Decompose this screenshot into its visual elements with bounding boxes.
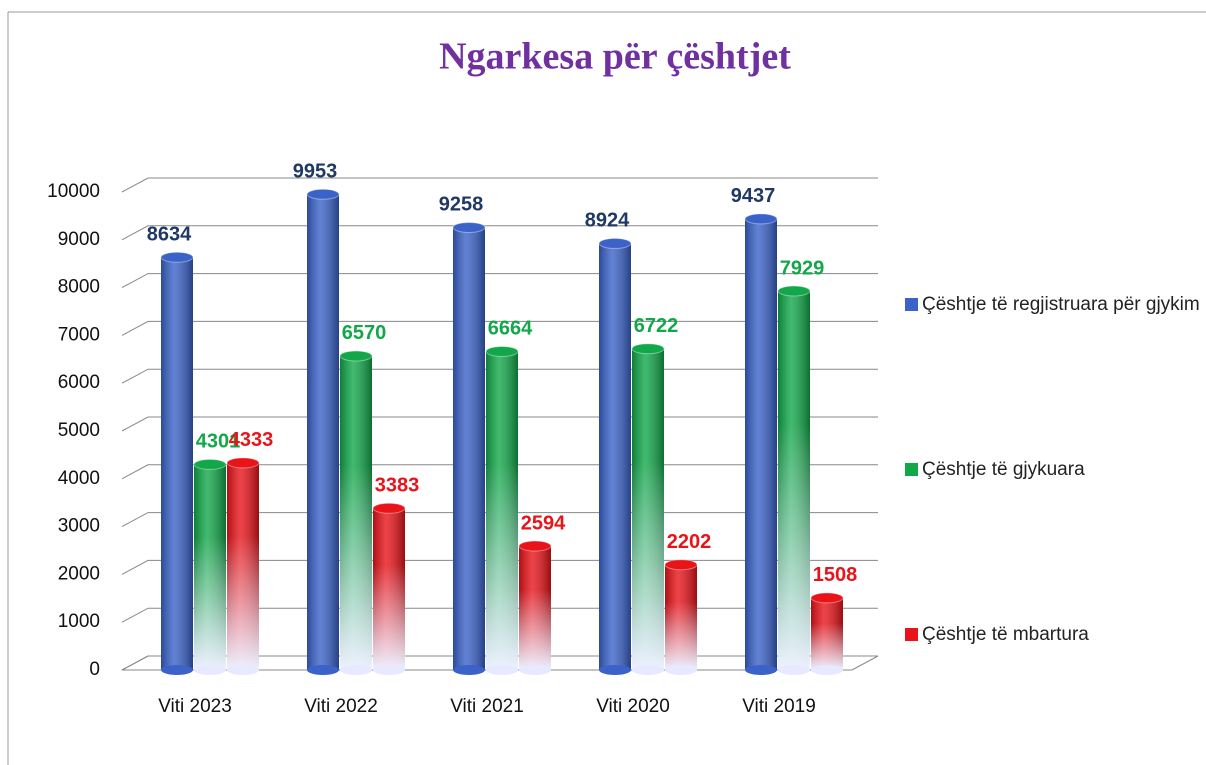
bar-base <box>453 665 485 675</box>
bar-fade <box>665 564 697 670</box>
y-tick-label: 7000 <box>58 324 100 345</box>
bar-fade <box>811 597 843 670</box>
x-tick-label: Viti 2021 <box>450 696 524 717</box>
legend-label: Çështje të gjykuara <box>922 459 1085 480</box>
bar-shade <box>161 257 193 670</box>
y-tick-label: 8000 <box>58 277 100 298</box>
bar-cap <box>518 540 552 552</box>
legend-label: Çështje të regjistruara për gjykim <box>922 294 1200 315</box>
bar-shade <box>307 194 339 671</box>
bar-cap <box>306 188 340 200</box>
x-tick-label: Viti 2020 <box>596 696 670 717</box>
value-label: 6722 <box>634 315 679 337</box>
bar-cap <box>193 458 227 470</box>
bar-base <box>194 665 226 675</box>
bar-cap <box>372 502 406 514</box>
bar-fade <box>632 348 664 670</box>
bar-shade <box>599 243 631 670</box>
bar-base <box>307 665 339 675</box>
grid-line <box>121 273 878 289</box>
y-tick-label: 1000 <box>58 611 100 632</box>
legend-label: Çështje të mbartura <box>922 624 1089 645</box>
y-tick-label: 0 <box>89 659 100 680</box>
value-label: 8924 <box>585 210 630 232</box>
value-label: 9953 <box>293 161 338 183</box>
chart-title: Ngarkesa për çështjet <box>439 36 791 78</box>
bar-cap <box>226 457 260 469</box>
value-label: 4333 <box>229 429 274 451</box>
bar-base <box>340 665 372 675</box>
value-label: 2594 <box>521 512 566 534</box>
value-label: 2202 <box>667 531 712 553</box>
value-label: 4301 <box>196 431 241 453</box>
bar-base <box>519 665 551 675</box>
bar-base <box>599 665 631 675</box>
y-tick-label: 5000 <box>58 420 100 441</box>
legend-swatch <box>905 628 918 641</box>
x-tick-label: Viti 2023 <box>158 696 232 717</box>
value-label: 3383 <box>375 475 420 497</box>
bar-base <box>778 665 810 675</box>
bar-cap <box>485 345 519 357</box>
y-tick-label: 10000 <box>47 181 100 202</box>
y-tick-label: 2000 <box>58 563 100 584</box>
bar-shade <box>745 218 777 670</box>
bar-cap <box>339 350 373 362</box>
value-label: 6664 <box>488 318 533 340</box>
bar-shade <box>453 227 485 671</box>
value-label: 6570 <box>342 322 387 344</box>
bar-cap <box>631 343 665 355</box>
bar-base <box>811 665 843 675</box>
bar-cap <box>160 251 194 263</box>
y-tick-label: 6000 <box>58 372 100 393</box>
grid-line <box>121 177 878 193</box>
bar-base <box>373 665 405 675</box>
x-tick-label: Viti 2019 <box>742 696 816 717</box>
value-label: 9437 <box>731 185 776 207</box>
grid-line <box>121 320 878 336</box>
bar-cap <box>452 221 486 233</box>
bar-cap <box>777 285 811 297</box>
bar-base <box>161 665 193 675</box>
legend-swatch <box>905 463 918 476</box>
x-tick-label: Viti 2022 <box>304 696 378 717</box>
y-tick-label: 3000 <box>58 516 100 537</box>
bar-cap <box>664 559 698 571</box>
bar-fade <box>778 290 810 670</box>
bar-base <box>665 665 697 675</box>
bar-base <box>227 665 259 675</box>
bar-base <box>745 665 777 675</box>
legend-swatch <box>905 298 918 311</box>
grid-line <box>121 225 878 241</box>
bar-base <box>632 665 664 675</box>
value-label: 1508 <box>813 564 858 586</box>
bar-fade <box>373 508 405 670</box>
value-label: 8634 <box>147 224 192 246</box>
bar-fade <box>519 546 551 670</box>
y-tick-label: 9000 <box>58 229 100 250</box>
bar-base <box>486 665 518 675</box>
bar-cap <box>598 237 632 249</box>
y-tick-label: 4000 <box>58 468 100 489</box>
value-label: 9258 <box>439 194 484 216</box>
bar-fade <box>227 462 259 670</box>
bar-fade <box>194 464 226 670</box>
bar-fade <box>340 355 372 670</box>
value-label: 7929 <box>780 257 825 279</box>
bar-fade <box>486 351 518 670</box>
bar-cap <box>810 592 844 604</box>
bar-cap <box>744 213 778 225</box>
